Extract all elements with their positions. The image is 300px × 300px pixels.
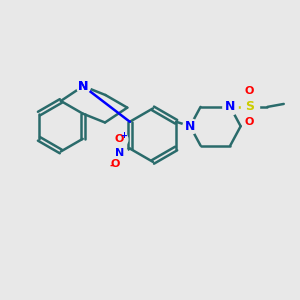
- Text: N: N: [78, 80, 88, 93]
- Text: O: O: [245, 86, 254, 96]
- Text: O: O: [110, 159, 120, 169]
- Text: S: S: [245, 100, 254, 113]
- Text: +: +: [120, 131, 128, 140]
- Text: -: -: [110, 161, 114, 171]
- Text: N: N: [225, 100, 236, 113]
- Text: N: N: [115, 148, 124, 158]
- Text: N: N: [78, 80, 88, 93]
- Text: O: O: [245, 117, 254, 128]
- Text: N: N: [185, 120, 195, 133]
- Text: O: O: [115, 134, 124, 144]
